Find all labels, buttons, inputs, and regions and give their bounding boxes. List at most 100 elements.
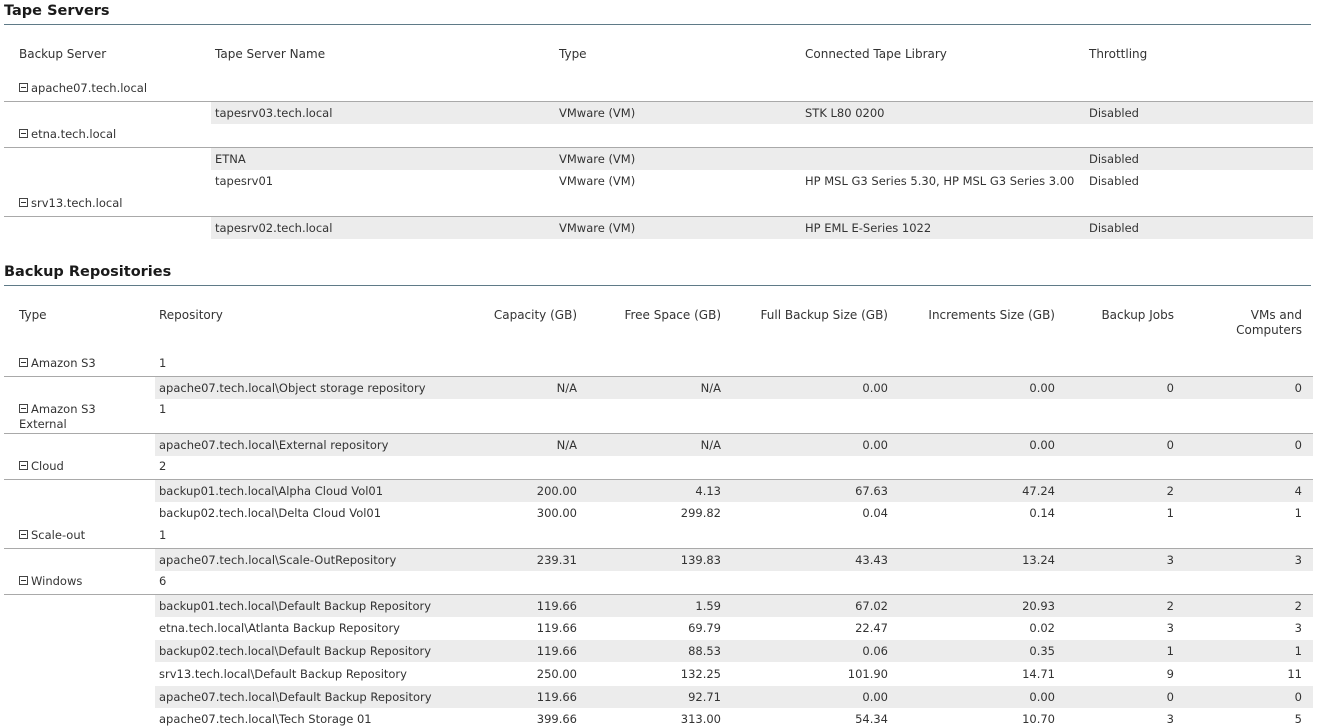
repo-group-label: Windows	[31, 574, 83, 588]
repo-group-amazon-s3-external[interactable]: Amazon S3 External	[19, 402, 96, 432]
col-header-capacity[interactable]: Capacity (GB)	[493, 308, 577, 322]
group-separator	[4, 594, 1313, 595]
repo-name: backup01.tech.local\Default Backup Repos…	[159, 599, 432, 613]
repo-inc: 0.00	[1029, 381, 1055, 395]
repo-full: 43.43	[855, 553, 888, 567]
col-header-repository[interactable]: Repository	[159, 308, 223, 322]
repo-full: 67.02	[855, 599, 888, 613]
repo-full: 0.06	[862, 644, 888, 658]
row-shade	[155, 686, 1313, 708]
repo-group-cloud[interactable]: Cloud	[19, 459, 64, 474]
repo-vms: 5	[1294, 712, 1302, 726]
repo-capacity: 119.66	[536, 644, 577, 658]
repo-group-amazon-s3[interactable]: Amazon S3	[19, 356, 96, 371]
tape-server-type: VMware (VM)	[559, 152, 636, 166]
collapse-icon[interactable]	[19, 129, 28, 138]
repo-inc: 14.71	[1022, 667, 1055, 681]
col-header-free-space[interactable]: Free Space (GB)	[624, 308, 721, 322]
repo-capacity: 119.66	[536, 690, 577, 704]
repo-jobs: 3	[1166, 712, 1174, 726]
repo-inc: 13.24	[1022, 553, 1055, 567]
repo-jobs: 9	[1166, 667, 1174, 681]
tape-group-label: etna.tech.local	[31, 127, 117, 141]
tape-group-etna[interactable]: etna.tech.local	[19, 127, 116, 142]
repo-capacity: N/A	[556, 438, 577, 452]
collapse-icon[interactable]	[19, 576, 28, 585]
repo-capacity: 300.00	[536, 506, 577, 520]
repo-full: 0.00	[862, 690, 888, 704]
tape-server-name: tapesrv01	[215, 174, 274, 188]
group-separator	[4, 376, 1313, 377]
row-shade	[155, 549, 1313, 571]
col-header-type[interactable]: Type	[559, 47, 587, 61]
repo-full: 67.63	[855, 484, 888, 498]
collapse-icon[interactable]	[19, 530, 28, 539]
col-header-tape-server-name[interactable]: Tape Server Name	[215, 47, 326, 61]
repo-vms: 3	[1294, 553, 1302, 567]
repo-vms: 0	[1294, 690, 1302, 704]
col-header-full-backup-size[interactable]: Full Backup Size (GB)	[760, 308, 888, 322]
repo-group-label: Amazon S3	[31, 402, 96, 416]
repo-name: apache07.tech.local\External repository	[159, 438, 389, 452]
tape-throttling: Disabled	[1089, 174, 1139, 188]
repo-jobs: 0	[1166, 690, 1174, 704]
repo-group-count: 1	[159, 528, 167, 542]
repo-inc: 20.93	[1022, 599, 1055, 613]
repo-vms: 3	[1294, 621, 1302, 635]
col-header-throttling[interactable]: Throttling	[1089, 47, 1148, 61]
tape-group-apache07[interactable]: apache07.tech.local	[19, 81, 147, 96]
repo-full: 54.34	[855, 712, 888, 726]
repo-group-windows[interactable]: Windows	[19, 574, 82, 589]
row-shade	[155, 595, 1313, 617]
repo-name: apache07.tech.local\Scale-OutRepository	[159, 553, 397, 567]
tape-servers-divider	[4, 24, 1311, 25]
row-shade	[211, 217, 1313, 239]
repo-name: apache07.tech.local\Default Backup Repos…	[159, 690, 432, 704]
repo-free: 1.59	[695, 599, 721, 613]
row-shade	[155, 480, 1313, 502]
collapse-icon[interactable]	[19, 461, 28, 470]
repo-free: 299.82	[680, 506, 721, 520]
group-separator	[4, 548, 1313, 549]
col-header-vms-and-computers[interactable]: VMs and Computers	[1210, 308, 1302, 338]
repo-inc: 0.14	[1029, 506, 1055, 520]
repo-group-label: Amazon S3	[31, 356, 96, 370]
backup-repositories-divider	[4, 285, 1311, 286]
tape-server-type: VMware (VM)	[559, 174, 636, 188]
col-header-connected-tape-library[interactable]: Connected Tape Library	[805, 47, 947, 61]
collapse-icon[interactable]	[19, 83, 28, 92]
repo-name: etna.tech.local\Atlanta Backup Repositor…	[159, 621, 400, 635]
repo-group-scale-out[interactable]: Scale-out	[19, 528, 85, 543]
repo-capacity: N/A	[556, 381, 577, 395]
repo-free: 92.71	[688, 690, 721, 704]
col-header-repo-type[interactable]: Type	[19, 308, 47, 322]
repo-inc: 0.00	[1029, 690, 1055, 704]
repo-jobs: 2	[1166, 484, 1174, 498]
repo-group-label-line2: External	[19, 417, 67, 431]
tape-group-srv13[interactable]: srv13.tech.local	[19, 196, 122, 211]
repo-vms: 0	[1294, 381, 1302, 395]
repo-free: 139.83	[680, 553, 721, 567]
group-separator	[4, 101, 1313, 102]
repo-name: apache07.tech.local\Object storage repos…	[159, 381, 426, 395]
repo-capacity: 250.00	[536, 667, 577, 681]
row-shade	[155, 434, 1313, 456]
repo-vms: 11	[1287, 667, 1302, 681]
repo-free: 4.13	[695, 484, 721, 498]
repo-group-count: 6	[159, 574, 167, 588]
tape-server-name: tapesrv03.tech.local	[215, 106, 333, 120]
col-header-backup-jobs[interactable]: Backup Jobs	[1101, 308, 1174, 322]
group-separator	[4, 147, 1313, 148]
collapse-icon[interactable]	[19, 358, 28, 367]
repo-full: 0.04	[862, 506, 888, 520]
repo-inc: 0.02	[1029, 621, 1055, 635]
repo-name: srv13.tech.local\Default Backup Reposito…	[159, 667, 407, 681]
repo-full: 22.47	[855, 621, 888, 635]
repo-inc: 0.00	[1029, 438, 1055, 452]
col-header-increments-size[interactable]: Increments Size (GB)	[928, 308, 1055, 322]
tape-throttling: Disabled	[1089, 152, 1139, 166]
collapse-icon[interactable]	[19, 198, 28, 207]
repo-jobs: 0	[1166, 381, 1174, 395]
collapse-icon[interactable]	[19, 404, 28, 413]
col-header-backup-server[interactable]: Backup Server	[19, 47, 107, 61]
